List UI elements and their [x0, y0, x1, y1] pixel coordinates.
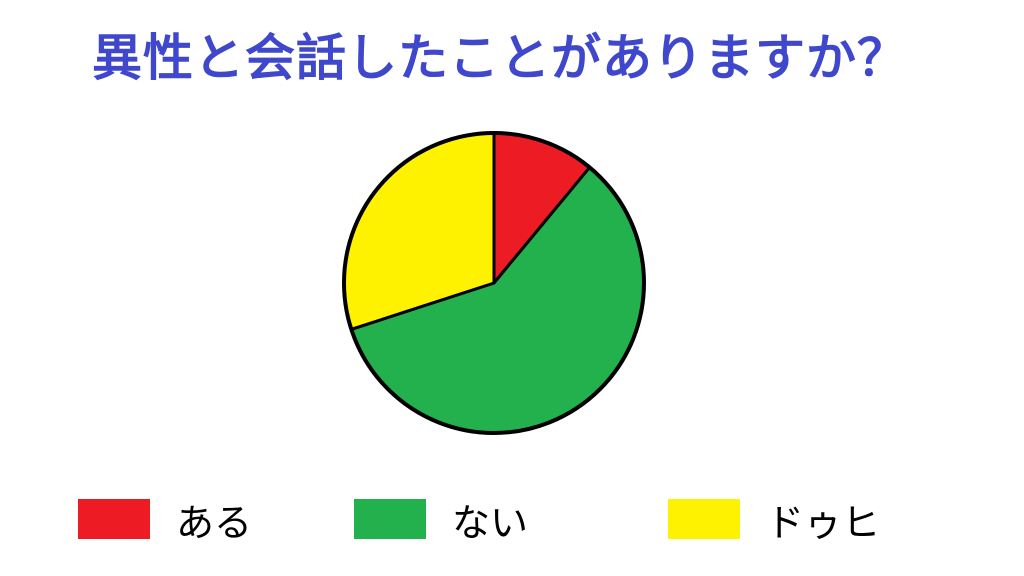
chart-title: 異性と会話したことがありますか？ [92, 29, 908, 87]
legend-label-duhi: ドゥヒ [766, 500, 881, 545]
legend-item-nai: ない [354, 497, 528, 545]
legend-swatch-nai [354, 499, 426, 539]
pie-outline [342, 131, 646, 435]
legend-label-nai: ない [452, 500, 529, 545]
legend-swatch-duhi [668, 499, 740, 539]
legend-label-aru: ある [176, 500, 253, 545]
legend-swatch-aru [78, 499, 150, 539]
legend-item-aru: ある [78, 497, 252, 545]
legend-item-duhi: ドゥヒ [668, 497, 880, 545]
